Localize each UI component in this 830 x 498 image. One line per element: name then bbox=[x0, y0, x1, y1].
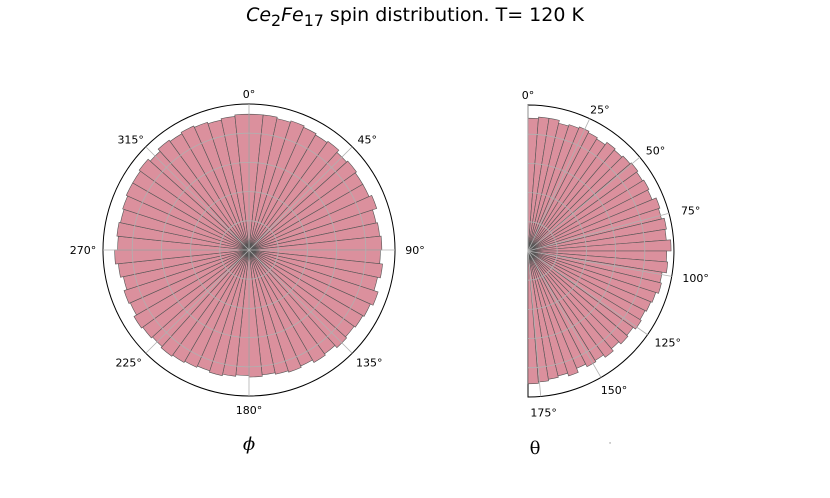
theta-tick-label-6: 150° bbox=[601, 384, 628, 397]
theta-spoke-6 bbox=[527, 250, 602, 378]
phi-bar-4 bbox=[248, 126, 317, 251]
title-sub-2: 2 bbox=[271, 10, 282, 30]
title-compound-fe: Fe bbox=[281, 4, 304, 26]
phi-bar-56 bbox=[193, 121, 250, 251]
theta-bar-15 bbox=[527, 197, 661, 252]
phi-bar-19 bbox=[248, 249, 371, 317]
phi-bar-3 bbox=[248, 120, 305, 251]
theta-spoke-5 bbox=[527, 250, 648, 336]
theta-bar-6 bbox=[527, 132, 598, 252]
theta-bar-24 bbox=[527, 250, 657, 303]
phi-spoke-7 bbox=[145, 146, 250, 251]
theta-bar-11 bbox=[527, 162, 639, 252]
stray-dot-mark: · bbox=[609, 439, 612, 449]
phi-tick-label-4: 180° bbox=[236, 404, 263, 417]
phi-axis-label: ϕ bbox=[243, 434, 255, 455]
theta-tick-label-3: 75° bbox=[681, 205, 701, 218]
phi-bar-36 bbox=[160, 249, 250, 357]
phi-bar-55 bbox=[180, 125, 250, 251]
theta-bar-35 bbox=[527, 250, 579, 377]
theta-tick-label-4: 100° bbox=[682, 272, 709, 285]
theta-tick-label-1: 25° bbox=[590, 104, 610, 117]
phi-spoke-5 bbox=[145, 249, 250, 354]
phi-tick-label-3: 135° bbox=[356, 356, 383, 369]
phi-bar-26 bbox=[248, 249, 302, 373]
theta-spoke-1 bbox=[527, 118, 591, 252]
title-text: spin distribution. T= 120 K bbox=[323, 4, 584, 26]
phi-spoke-3 bbox=[248, 249, 353, 354]
phi-polar-chart: 0° 45° 90° 135° 180° 225° 270° 315° bbox=[70, 88, 425, 417]
theta-tick-label-7: 175° bbox=[530, 406, 557, 419]
chart-title: Ce2Fe17 spin distribution. T= 120 K bbox=[0, 4, 830, 30]
phi-bar-6 bbox=[248, 140, 340, 251]
theta-bar-19 bbox=[527, 239, 672, 252]
theta-rgrid-3 bbox=[527, 133, 646, 369]
title-sub-17: 17 bbox=[303, 10, 324, 30]
phi-tick-label-0: 0° bbox=[243, 88, 256, 101]
phi-bar-51 bbox=[138, 158, 250, 251]
theta-polar-chart: 0° 25° 50° 75° 100° 125° 150° 175° bbox=[522, 89, 709, 419]
theta-bar-31 bbox=[527, 250, 614, 358]
theta-bar-25 bbox=[527, 250, 652, 312]
title-compound-ce: Ce bbox=[246, 4, 272, 26]
phi-tick-label-5: 225° bbox=[115, 356, 142, 369]
phi-tick-label-6: 270° bbox=[70, 244, 97, 257]
theta-spoke-7 bbox=[527, 250, 542, 397]
phi-bar-53 bbox=[157, 139, 250, 251]
phi-bar-24 bbox=[248, 249, 326, 363]
phi-tick-label-2: 90° bbox=[405, 244, 425, 257]
phi-tick-label-7: 315° bbox=[117, 134, 144, 147]
theta-bar-17 bbox=[527, 217, 667, 252]
theta-tick-label-0: 0° bbox=[522, 89, 535, 102]
phi-bar-27 bbox=[248, 249, 289, 375]
theta-bar-5 bbox=[527, 126, 590, 252]
theta-axis-label: θ bbox=[530, 438, 541, 459]
theta-tick-label-5: 125° bbox=[655, 337, 682, 350]
theta-rgrid-2 bbox=[527, 163, 616, 339]
theta-tick-label-2: 50° bbox=[646, 145, 666, 158]
phi-bar-8 bbox=[248, 160, 357, 251]
theta-spoke-2 bbox=[527, 156, 641, 252]
phi-tick-label-1: 45° bbox=[358, 134, 378, 147]
theta-spoke-3 bbox=[527, 212, 670, 252]
theta-spoke-4 bbox=[527, 250, 672, 277]
theta-bar-13 bbox=[527, 179, 650, 252]
phi-bar-11 bbox=[248, 194, 378, 251]
phi-bar-20 bbox=[248, 249, 364, 328]
phi-bar-41 bbox=[123, 249, 250, 304]
phi-bar-39 bbox=[133, 249, 250, 329]
phi-spoke-1 bbox=[248, 146, 353, 251]
theta-bar-8 bbox=[527, 141, 616, 252]
theta-bar-29 bbox=[527, 250, 629, 345]
theta-rgrid-1 bbox=[527, 192, 587, 310]
phi-bar-18 bbox=[248, 249, 379, 306]
